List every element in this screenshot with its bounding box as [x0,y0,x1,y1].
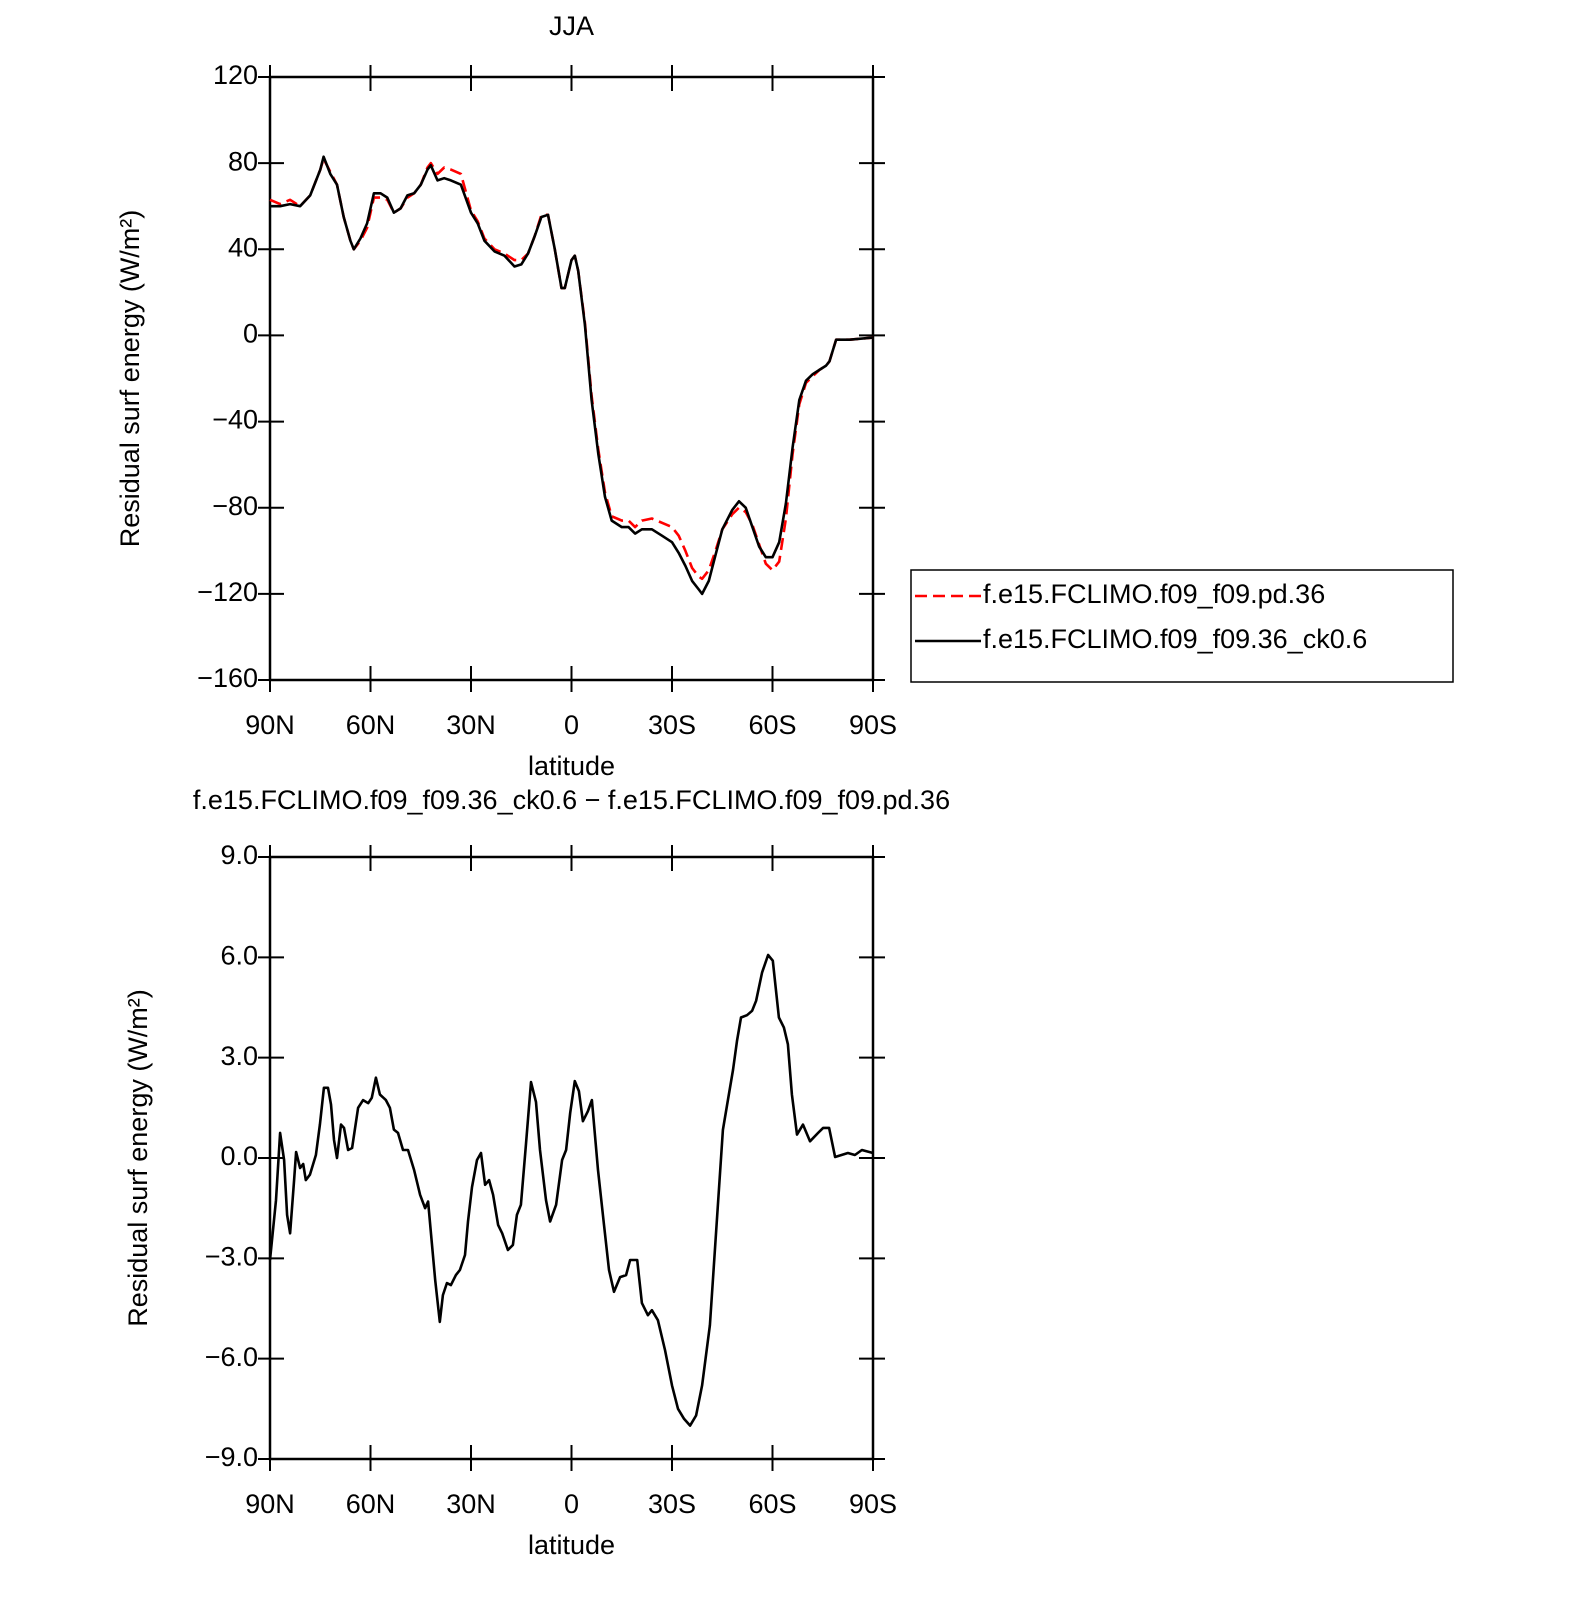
legend-label: f.e15.FCLIMO.f09_f09.36_ck0.6 [983,624,1367,654]
x-axis-label: latitude [528,751,615,781]
y-axis-label: Residual surf energy (W/m²) [123,989,153,1327]
plot-frame [268,75,875,682]
x-axis-label: latitude [528,1530,615,1560]
y-tick-label: −6.0 [205,1342,258,1372]
x-tick-label: 90S [849,1489,897,1519]
x-tick-label: 60N [346,1489,396,1519]
y-axis-label: Residual surf energy (W/m²) [115,210,145,548]
y-tick-label: −80 [212,491,258,521]
x-tick-label: 60S [748,710,796,740]
chart-title: JJA [549,11,594,41]
y-tick-label: 3.0 [220,1041,258,1071]
y-tick-label: 0 [243,319,258,349]
y-tick-label: 40 [228,232,258,262]
x-tick-label: 90N [245,710,295,740]
y-tick-label: 0.0 [220,1141,258,1171]
chart-title: f.e15.FCLIMO.f09_f09.36_ck0.6 − f.e15.FC… [193,785,950,815]
x-tick-label: 90S [849,710,897,740]
y-tick-label: 9.0 [220,840,258,870]
x-tick-label: 60S [748,1489,796,1519]
y-tick-label: 6.0 [220,940,258,970]
data-line [270,155,874,596]
y-tick-label: −3.0 [205,1241,258,1271]
legend-label: f.e15.FCLIMO.f09_f09.pd.36 [983,579,1325,609]
x-tick-label: 0 [564,710,579,740]
x-tick-label: 30S [648,710,696,740]
y-tick-label: −160 [197,663,258,693]
x-tick-label: 30S [648,1489,696,1519]
y-tick-label: −40 [212,405,258,435]
y-tick-label: 120 [213,60,258,90]
x-tick-label: 0 [564,1489,579,1519]
x-tick-label: 90N [245,1489,295,1519]
data-line [268,953,874,1427]
legend-box [910,569,1454,683]
y-tick-label: −9.0 [205,1442,258,1472]
y-tick-label: −120 [197,577,258,607]
y-tick-label: 80 [228,146,258,176]
x-tick-label: 60N [346,710,396,740]
x-tick-label: 30N [446,710,496,740]
x-tick-label: 30N [446,1489,496,1519]
plot-frame [268,855,875,1461]
